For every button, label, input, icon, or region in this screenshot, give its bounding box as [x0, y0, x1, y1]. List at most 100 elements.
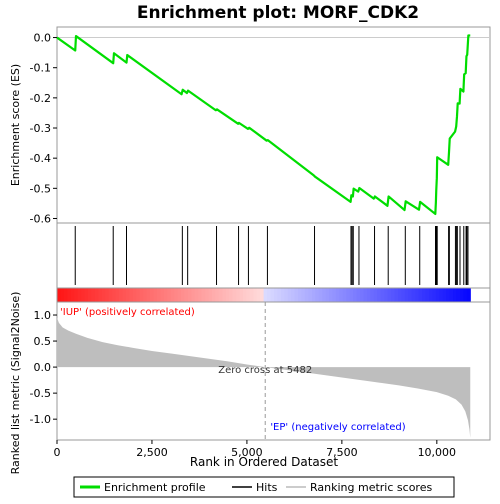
- band-segment: [360, 288, 365, 302]
- band-segment: [308, 288, 313, 302]
- band-segment: [404, 288, 409, 302]
- band-segment: [160, 288, 165, 302]
- x-axis-label: Rank in Ordered Dataset: [190, 455, 338, 469]
- hits-frame: [56, 222, 491, 289]
- band-segment: [177, 288, 182, 302]
- band-segment: [94, 288, 99, 302]
- metric-y-tick-label: 0.5: [34, 335, 52, 348]
- band-segment: [225, 288, 230, 302]
- legend: Enrichment profile Hits Ranking metric sco…: [73, 476, 455, 498]
- x-tick-label: 10,000: [418, 446, 457, 459]
- band-segment: [277, 288, 282, 302]
- band-segment: [260, 288, 265, 302]
- band-segment: [242, 288, 248, 302]
- band-segment: [356, 288, 361, 302]
- zero-cross-label: Zero cross at 5482: [218, 365, 312, 376]
- band-segment: [291, 288, 296, 302]
- metric-area-series: [57, 317, 471, 438]
- band-segment: [125, 288, 130, 302]
- band-segment: [101, 288, 106, 302]
- band-segment: [174, 288, 179, 302]
- band-segment: [453, 288, 458, 302]
- band-segment: [129, 288, 134, 302]
- positive-correlation-label: 'IUP' (positively correlated): [60, 307, 195, 318]
- band-segment: [342, 288, 347, 302]
- band-segment: [112, 288, 117, 302]
- band-segment: [215, 288, 220, 302]
- band-segment: [415, 288, 420, 302]
- band-segment: [329, 288, 334, 302]
- band-segment: [456, 288, 461, 302]
- band-segment: [77, 288, 82, 302]
- band-segment: [435, 288, 440, 302]
- band-segment: [184, 288, 189, 302]
- band-segment: [298, 288, 303, 302]
- band-segment: [146, 288, 151, 302]
- band-segment: [349, 288, 354, 302]
- band-segment: [325, 288, 330, 302]
- negative-correlation-label: 'EP' (negatively correlated): [270, 422, 405, 433]
- x-tick-label: 0: [54, 446, 61, 459]
- legend-label-hits: Hits: [256, 481, 278, 494]
- band-segment: [287, 288, 292, 302]
- band-segment: [136, 288, 141, 302]
- legend-label-enrichment: Enrichment profile: [104, 481, 206, 494]
- band-segment: [115, 288, 120, 302]
- band-segment: [428, 288, 433, 302]
- band-segment: [442, 288, 447, 302]
- band-segment: [377, 288, 382, 302]
- band-segment: [387, 288, 392, 302]
- band-segment: [253, 288, 258, 302]
- band-segment: [373, 288, 378, 302]
- band-segment: [311, 288, 316, 302]
- metric-y-tick-label: -1.0: [30, 413, 51, 426]
- band-segment: [346, 288, 351, 302]
- band-segment: [67, 288, 72, 302]
- es-y-tick-label: 0.0: [34, 32, 52, 45]
- band-segment: [139, 288, 144, 302]
- band-segment: [432, 288, 437, 302]
- band-segment: [363, 288, 368, 302]
- band-segment: [425, 288, 430, 302]
- es-y-tick-label: -0.1: [30, 62, 51, 75]
- es-panel: 0.0 -0.1 -0.2 -0.3 -0.4 -0.5 -0.6: [30, 26, 491, 225]
- band-segment: [408, 288, 413, 302]
- band-segment: [418, 288, 423, 302]
- band-segment: [397, 288, 402, 302]
- band-segment: [322, 288, 327, 302]
- band-segment: [318, 288, 323, 302]
- band-segment: [149, 288, 155, 302]
- band-segment: [411, 288, 416, 302]
- band-segment: [270, 288, 275, 302]
- band-segment: [143, 288, 148, 302]
- band-segment: [273, 288, 278, 302]
- band-segment: [304, 288, 309, 302]
- band-segment: [446, 288, 451, 302]
- band-segment: [391, 288, 396, 302]
- x-axis: 0 2,500 5,000 7,500 10,000: [54, 440, 457, 459]
- es-y-tick-label: -0.6: [30, 212, 51, 225]
- x-tick-label: 5,000: [231, 446, 263, 459]
- metric-y-tick-label: 0.0: [34, 361, 52, 374]
- band-segment: [422, 288, 427, 302]
- band-segment: [208, 288, 213, 302]
- band-segment: [332, 288, 337, 302]
- band-segment: [60, 288, 65, 302]
- band-segment: [466, 288, 471, 302]
- band-segment: [122, 288, 127, 302]
- band-segment: [401, 288, 406, 302]
- band-segment: [301, 288, 306, 302]
- band-segment: [198, 288, 203, 302]
- band-segment: [335, 288, 340, 302]
- band-segment: [170, 288, 175, 302]
- band-segment: [280, 288, 285, 302]
- band-segment: [98, 288, 103, 302]
- band-segment: [81, 288, 86, 302]
- ranking-color-band: [56, 287, 491, 303]
- chart-title: Enrichment plot: MORF_CDK2: [137, 3, 419, 23]
- band-segment: [246, 288, 251, 302]
- band-segment: [153, 288, 158, 302]
- band-segment: [194, 288, 199, 302]
- band-segment: [163, 288, 168, 302]
